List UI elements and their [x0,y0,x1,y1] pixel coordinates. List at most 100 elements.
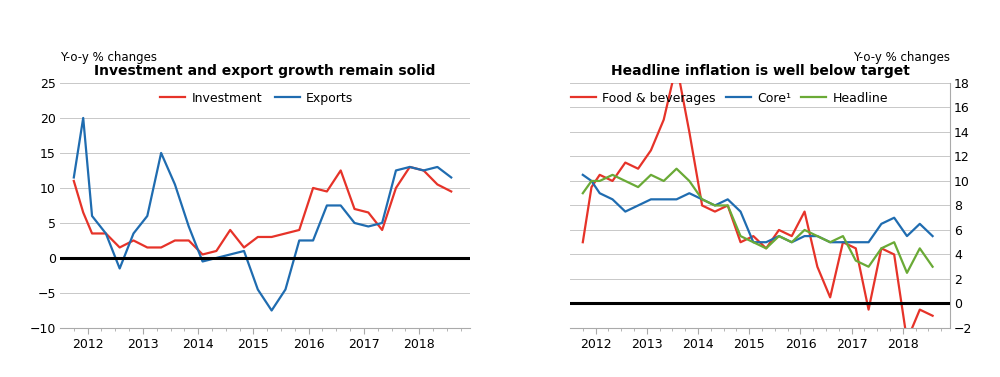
Line: Core¹: Core¹ [583,175,933,242]
Core¹ [619,209,631,214]
Exports [445,175,457,180]
Food & beverages [607,179,619,183]
Investment [293,228,305,232]
Investment [335,168,347,173]
Exports [279,287,291,292]
Headline [927,265,939,269]
Headline [619,179,631,183]
Exports [418,168,430,173]
Exports [238,249,250,253]
Food & beverages [824,295,836,300]
Food & beverages [786,234,798,238]
Text: Y-o-y % changes: Y-o-y % changes [853,51,950,64]
Food & beverages [799,209,811,214]
Food & beverages [837,240,849,244]
Core¹ [607,197,619,202]
Food & beverages [735,240,747,244]
Core¹ [586,179,598,183]
Headline [875,246,887,251]
Core¹ [735,209,747,214]
Exports [86,214,98,218]
Headline [658,179,670,183]
Investment [238,245,250,250]
Core¹ [927,234,939,238]
Headline [683,179,695,183]
Headline [901,271,913,275]
Core¹ [875,222,887,226]
Investment [169,238,181,243]
Food & beverages [709,209,721,214]
Exports [77,116,89,120]
Investment [390,186,402,190]
Exports [307,238,319,243]
Exports [141,214,153,218]
Food & beverages [696,203,708,208]
Core¹ [722,197,734,202]
Headline [594,179,606,183]
Exports [224,252,236,257]
Headline [799,228,811,232]
Core¹ [888,215,900,220]
Food & beverages [811,265,823,269]
Core¹ [773,234,785,238]
Food & beverages [850,246,862,251]
Investment [155,245,167,250]
Exports [169,182,181,187]
Headline [577,191,589,195]
Investment [376,228,388,232]
Exports [266,308,278,313]
Food & beverages [619,160,631,165]
Investment [77,210,89,215]
Investment [404,165,416,169]
Food & beverages [671,62,683,67]
Investment [86,231,98,236]
Headline [837,234,849,238]
Exports [155,151,167,155]
Line: Headline: Headline [583,169,933,273]
Core¹ [850,240,862,244]
Core¹ [594,191,606,195]
Investment [362,210,374,215]
Headline [914,246,926,251]
Headline [735,234,747,238]
Investment [279,231,291,236]
Investment [349,207,361,211]
Headline [786,240,798,244]
Food & beverages [773,228,785,232]
Food & beverages [632,167,644,171]
Title: Headline inflation is well below target: Headline inflation is well below target [611,64,909,78]
Core¹ [671,197,683,202]
Investment [418,168,430,173]
Headline [709,203,721,208]
Core¹ [645,197,657,202]
Core¹ [683,191,695,195]
Headline [645,173,657,177]
Food & beverages [586,185,598,189]
Food & beverages [747,234,759,238]
Legend: Food & beverages, Core¹, Headline: Food & beverages, Core¹, Headline [571,92,888,105]
Core¹ [824,240,836,244]
Core¹ [696,197,708,202]
Exports [362,224,374,229]
Investment [224,228,236,232]
Food & beverages [863,307,875,312]
Exports [252,287,264,292]
Core¹ [863,240,875,244]
Headline [888,240,900,244]
Line: Food & beverages: Food & beverages [583,64,933,340]
Food & beverages [914,307,926,312]
Exports [68,175,80,180]
Headline [811,234,823,238]
Investment [266,235,278,239]
Core¹ [786,240,798,244]
Text: Y-o-y % changes: Y-o-y % changes [60,51,157,64]
Investment [68,179,80,183]
Headline [632,185,644,189]
Line: Investment: Investment [74,167,451,254]
Investment [141,245,153,250]
Exports [100,231,112,236]
Core¹ [577,173,589,177]
Investment [307,186,319,190]
Core¹ [811,234,823,238]
Headline [747,240,759,244]
